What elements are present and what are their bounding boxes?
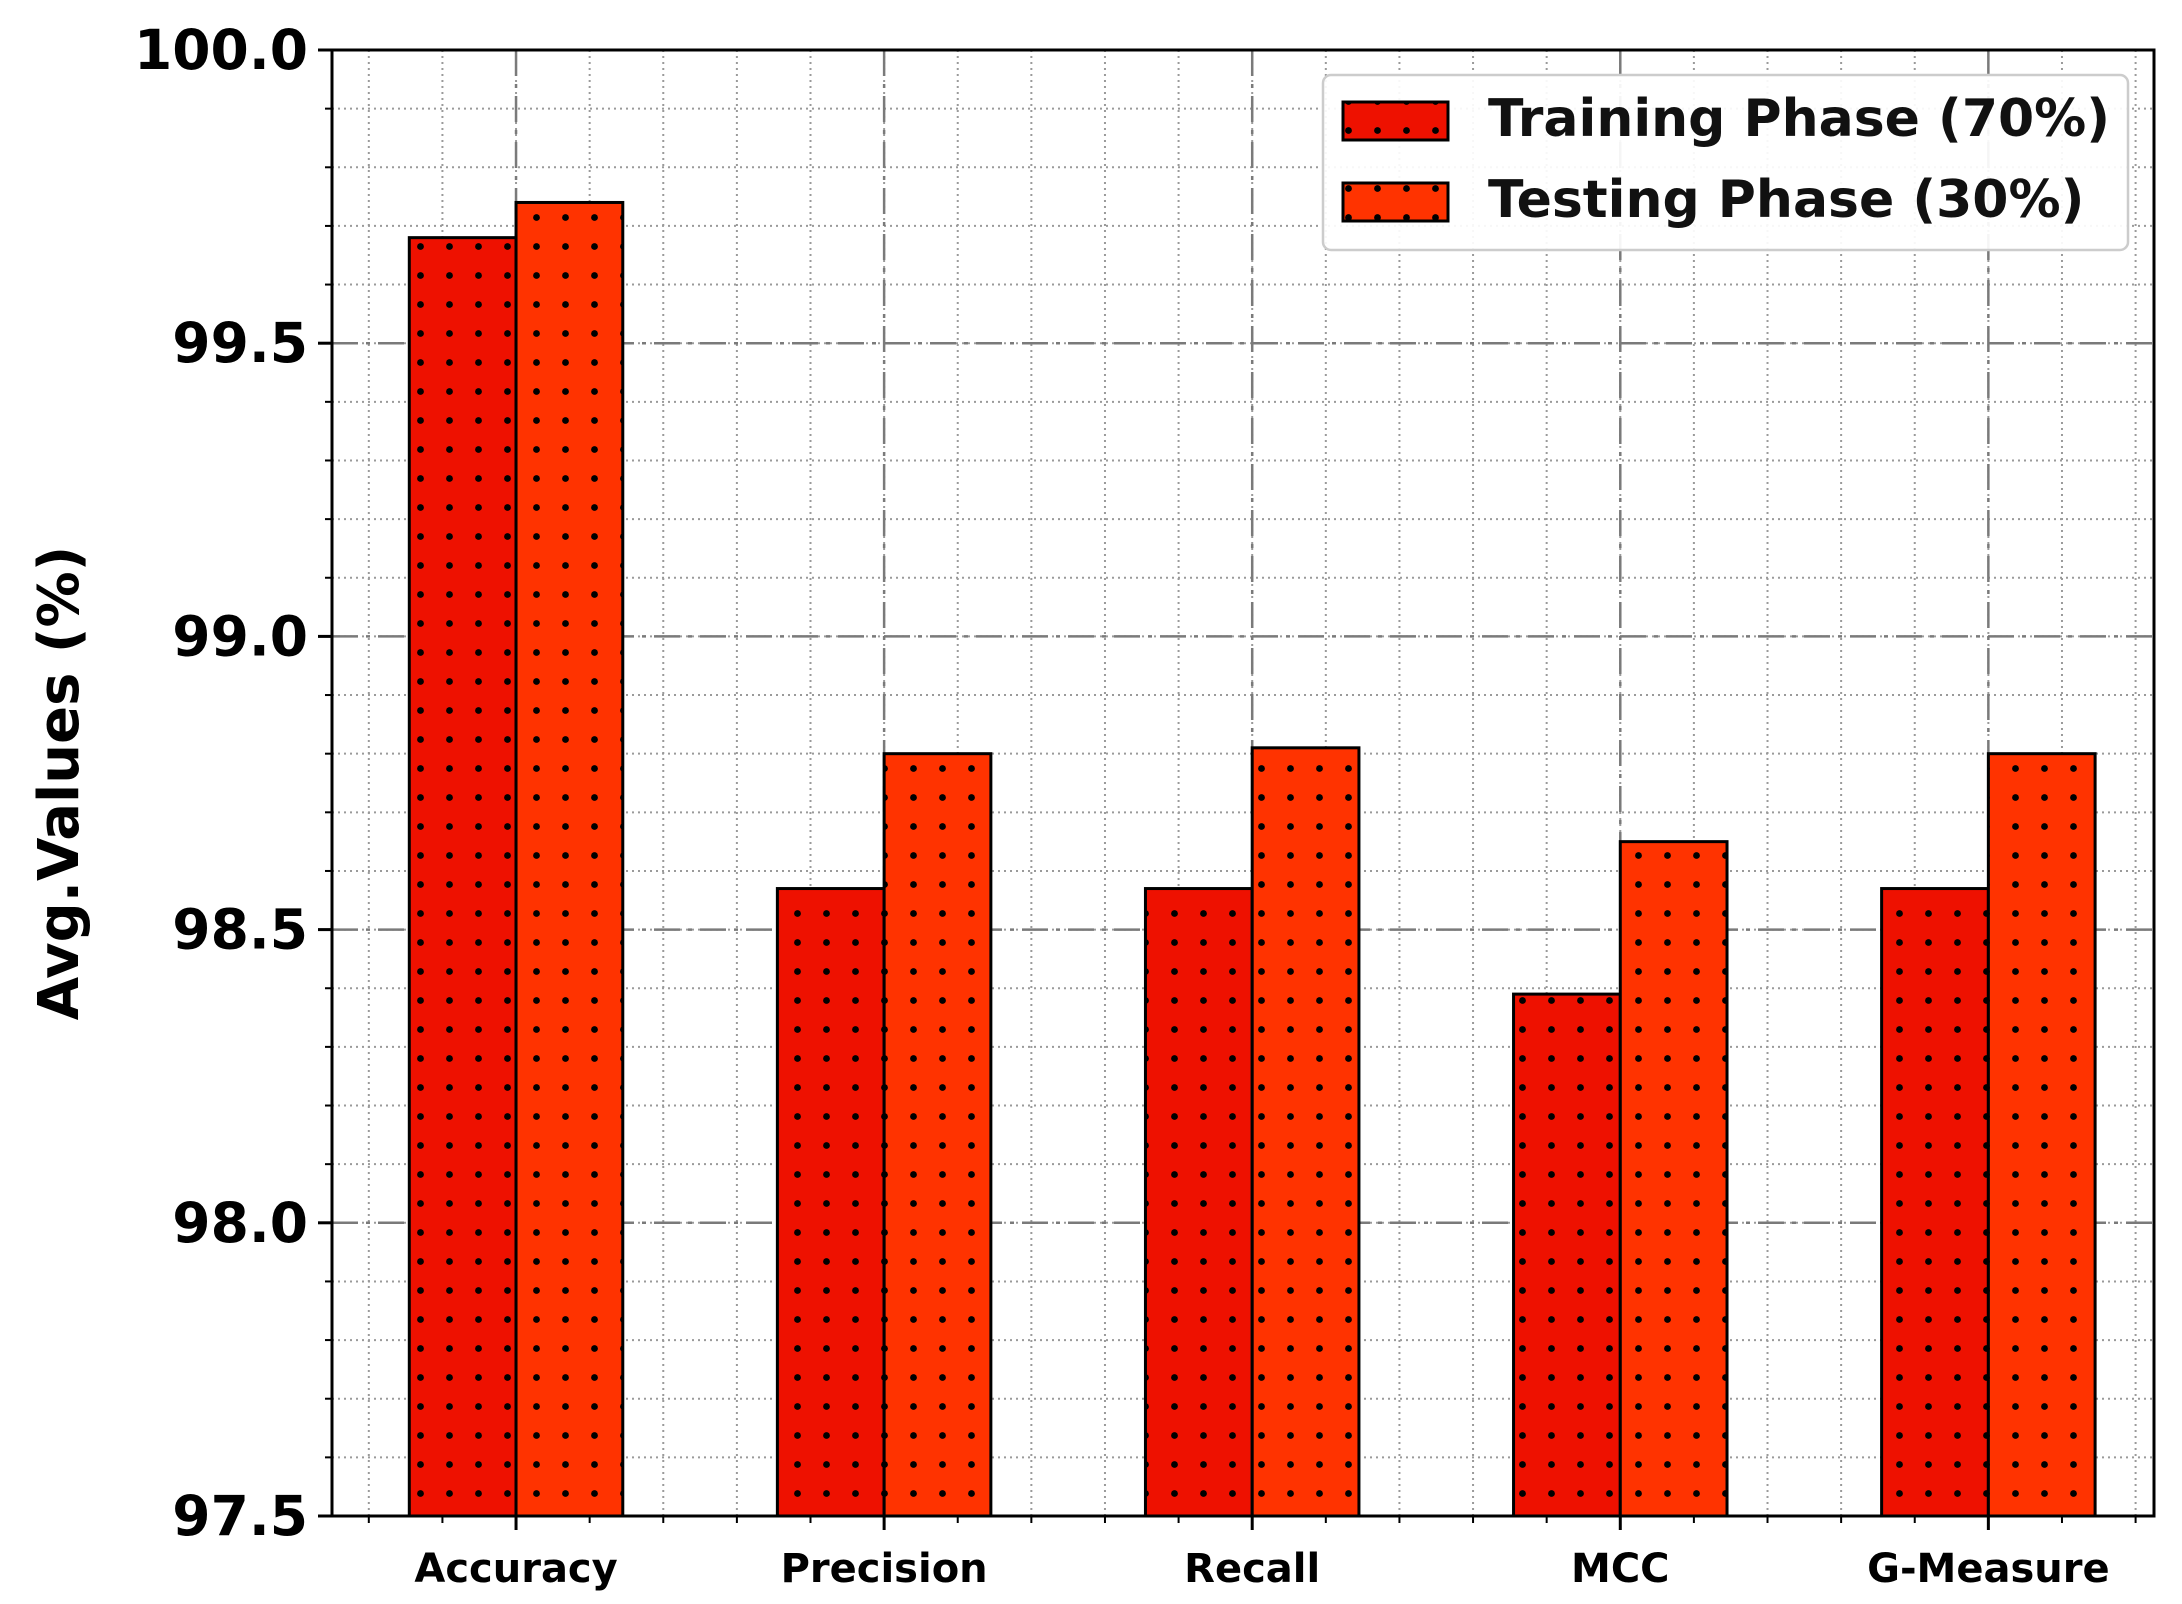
plot-frame (330, 48, 2156, 1518)
y-tick-label: 99.0 (172, 604, 308, 668)
bar (1250, 746, 1361, 1518)
y-tick-label: 98.5 (172, 898, 308, 962)
y-tick-label: 97.5 (172, 1484, 308, 1548)
x-tick-label: G-Measure (1867, 1546, 2110, 1592)
bar (407, 236, 518, 1518)
x-tick-labels: Accuracy Precision Recall MCC G-Measure (414, 1546, 2109, 1592)
legend-label: Testing Phase (30%) (1488, 170, 2084, 230)
x-tick-label: Precision (781, 1546, 988, 1592)
y-tick-label: 99.5 (172, 311, 308, 375)
y-tick-labels: 97.5 98.0 98.5 99.0 99.5 100.0 (134, 18, 308, 1548)
y-axis-label: Avg.Values (%) (27, 546, 92, 1020)
x-tick-label: MCC (1571, 1546, 1670, 1592)
bar (1512, 992, 1622, 1518)
bar (514, 200, 625, 1518)
bar (775, 887, 886, 1518)
axis-ticks (318, 48, 2137, 1530)
bar (1880, 887, 1990, 1518)
y-tick-label: 100.0 (134, 18, 308, 82)
legend: Training Phase (70%) Testing Phase (30%) (1321, 73, 2130, 252)
x-tick-label: Accuracy (414, 1546, 617, 1592)
bar (882, 752, 993, 1518)
legend-box (1321, 73, 2130, 252)
legend-swatch (1341, 181, 1450, 223)
legend-swatch (1341, 100, 1450, 142)
legend-label: Training Phase (70%) (1488, 89, 2110, 149)
bar (1986, 752, 2097, 1518)
bar (1143, 887, 1254, 1518)
bar (1618, 840, 1729, 1518)
x-tick-label: Recall (1184, 1546, 1320, 1592)
bars (407, 200, 2097, 1518)
y-tick-label: 98.0 (172, 1191, 308, 1255)
